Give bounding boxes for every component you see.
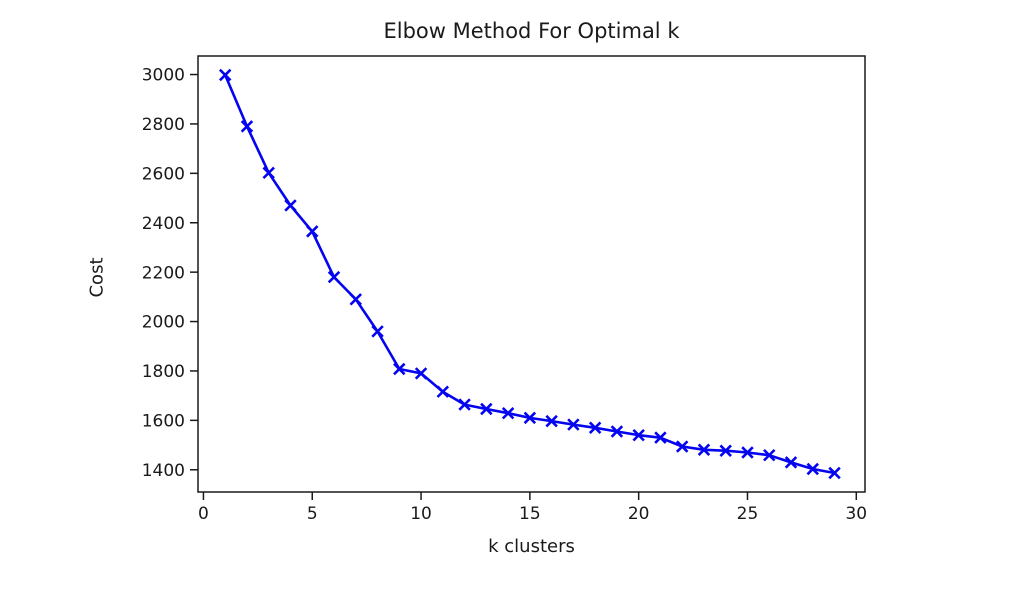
data-point-marker: [654, 431, 667, 444]
data-point-marker: [414, 367, 428, 380]
data-point-marker: [262, 166, 275, 180]
data-point-marker: [458, 398, 471, 411]
data-point-marker: [610, 425, 624, 438]
y-tick-label: 1600: [142, 411, 185, 431]
x-axis-label: k clusters: [488, 536, 575, 557]
data-point-marker: [436, 385, 450, 398]
data-point-marker: [828, 466, 841, 480]
y-tick-label: 2000: [142, 313, 185, 333]
x-tick-label: 5: [307, 504, 318, 524]
data-point-marker: [697, 443, 711, 456]
data-point-marker: [719, 444, 732, 457]
data-point-marker: [327, 270, 341, 284]
data-point-marker: [480, 402, 493, 416]
chart-title: Elbow Method For Optimal k: [383, 19, 680, 43]
data-point-marker: [349, 293, 362, 306]
y-axis-label: Cost: [86, 257, 108, 298]
plot-area: [197, 55, 866, 493]
x-tick-label: 10: [410, 504, 432, 524]
data-point-marker: [763, 448, 776, 462]
data-point-marker: [284, 199, 297, 212]
data-point-marker: [523, 411, 537, 425]
cost-line: [224, 74, 835, 475]
data-point-marker: [806, 462, 819, 476]
y-tick-label: 2800: [142, 115, 185, 135]
data-point-marker: [218, 68, 232, 82]
data-point-marker: [371, 325, 384, 338]
y-tick-label: 2200: [142, 263, 185, 283]
data-point-marker: [784, 456, 798, 469]
data-point-marker: [545, 414, 558, 428]
y-tick-label: 1400: [142, 461, 185, 481]
x-tick-label: 0: [198, 504, 209, 524]
data-point-marker: [501, 406, 515, 420]
data-point-marker: [741, 446, 754, 459]
y-tick-label: 2400: [142, 214, 185, 234]
data-point-marker: [588, 421, 602, 434]
data-point-marker: [632, 428, 645, 442]
data-point-marker: [393, 362, 406, 376]
data-point-marker: [567, 418, 580, 431]
y-tick-label: 3000: [142, 66, 185, 86]
data-point-marker: [240, 120, 254, 133]
data-point-marker: [306, 225, 319, 238]
x-tick-label: 25: [737, 504, 759, 524]
data-point-marker: [675, 440, 689, 453]
y-tick-label: 2600: [142, 164, 185, 184]
x-tick-label: 20: [628, 504, 650, 524]
x-tick-label: 30: [845, 504, 867, 524]
x-tick-label: 15: [519, 504, 541, 524]
y-tick-label: 1800: [142, 362, 185, 382]
